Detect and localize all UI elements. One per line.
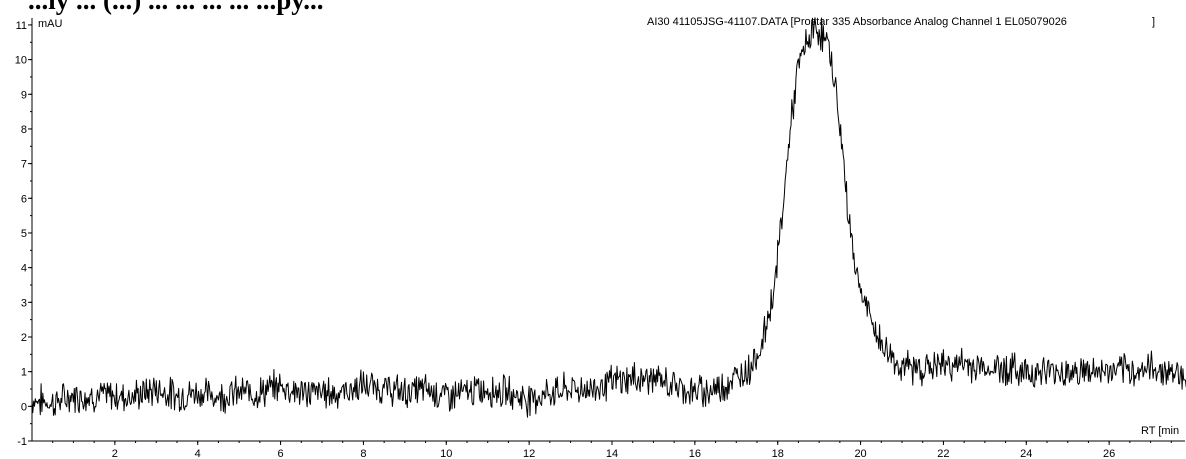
- x-tick-label: 10: [440, 448, 452, 459]
- x-tick-label: 2: [112, 448, 118, 459]
- y-tick-label: 0: [21, 401, 27, 413]
- y-tick-label: 10: [15, 55, 27, 67]
- y-tick-label: 5: [21, 228, 27, 240]
- y-tick-label: 6: [21, 193, 27, 205]
- y-tick-label: 7: [21, 159, 27, 171]
- x-axis-label: RT [min: [1141, 425, 1179, 437]
- y-tick-label: 2: [21, 332, 27, 344]
- y-tick-label: 11: [16, 20, 27, 32]
- x-tick-label: 8: [360, 448, 366, 459]
- page-heading: ...ly ... (...) ... ... ... ... ...py...: [28, 0, 324, 15]
- x-tick-label: 26: [1103, 448, 1115, 459]
- x-tick-group: 24681012141618202224262: [52, 441, 1172, 459]
- x-tick-label: 12: [523, 448, 535, 459]
- chart-title-bracket: ]: [1152, 16, 1155, 28]
- y-tick-label: 8: [21, 124, 27, 136]
- y-tick-group: -1 0 1 2 3 4 5 6 7 8 9 10 11: [15, 20, 32, 448]
- x-tick-label: 6: [278, 448, 284, 459]
- y-axis-label: mAU: [38, 18, 63, 30]
- x-tick-label: 18: [772, 448, 784, 459]
- x-tick-label: 20: [854, 448, 866, 459]
- x-tick-label: 22: [937, 448, 949, 459]
- x-tick-label: 4: [195, 448, 201, 459]
- x-tick-label: 16: [689, 448, 701, 459]
- y-tick-label: -1: [17, 436, 27, 448]
- y-tick-label: 1: [21, 367, 27, 379]
- chart-title: AI30 41105JSG-41107.DATA [Prostar 335 Ab…: [647, 16, 1067, 28]
- x-tick-label: 14: [606, 448, 618, 459]
- absorbance-trace: [31, 17, 1186, 418]
- x-tick-label: 24: [1020, 448, 1032, 459]
- y-tick-label: 4: [21, 263, 27, 275]
- y-tick-label: 9: [21, 89, 27, 101]
- y-tick-label: 3: [21, 297, 27, 309]
